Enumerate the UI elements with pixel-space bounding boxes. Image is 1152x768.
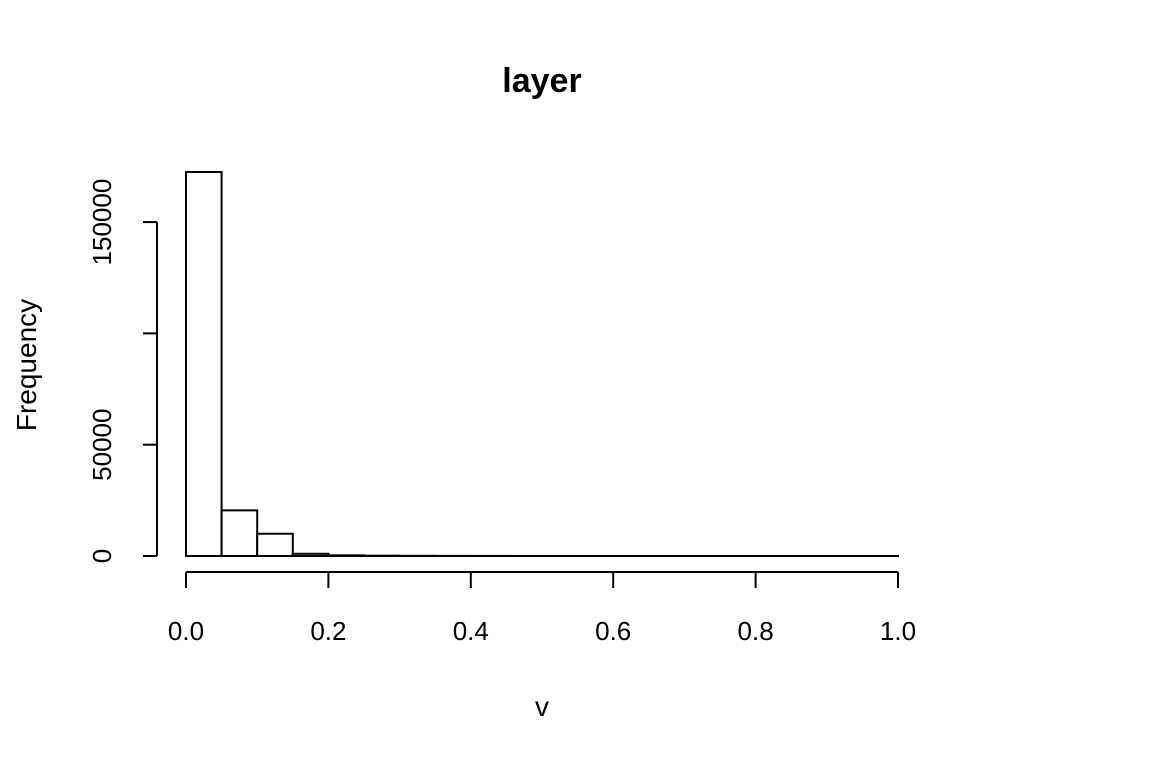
x-tick-label: 0.2 [310, 616, 346, 646]
y-tick-label: 50000 [87, 409, 117, 481]
x-tick-label: 0.4 [453, 616, 489, 646]
histogram-bar [220, 509, 259, 557]
x-tick-label: 0.8 [738, 616, 774, 646]
y-tick-label: 150000 [87, 179, 117, 266]
y-axis: 0 50000 150000 [87, 179, 158, 563]
x-tick-label: 1.0 [880, 616, 916, 646]
y-tick-label: 0 [87, 549, 117, 563]
x-axis-label: v [535, 691, 549, 722]
histogram-bars [185, 171, 900, 558]
histogram-bar [327, 554, 365, 557]
x-axis: 0.0 0.2 0.4 0.6 0.8 1.0 [168, 571, 916, 646]
histogram-bar [291, 552, 330, 558]
x-tick-label: 0.0 [168, 616, 204, 646]
chart-title: layer [502, 62, 581, 100]
x-tick-label: 0.6 [595, 616, 631, 646]
y-axis-label: Frequency [11, 299, 42, 431]
histogram-bar [256, 532, 294, 558]
histogram-bar [185, 171, 223, 557]
